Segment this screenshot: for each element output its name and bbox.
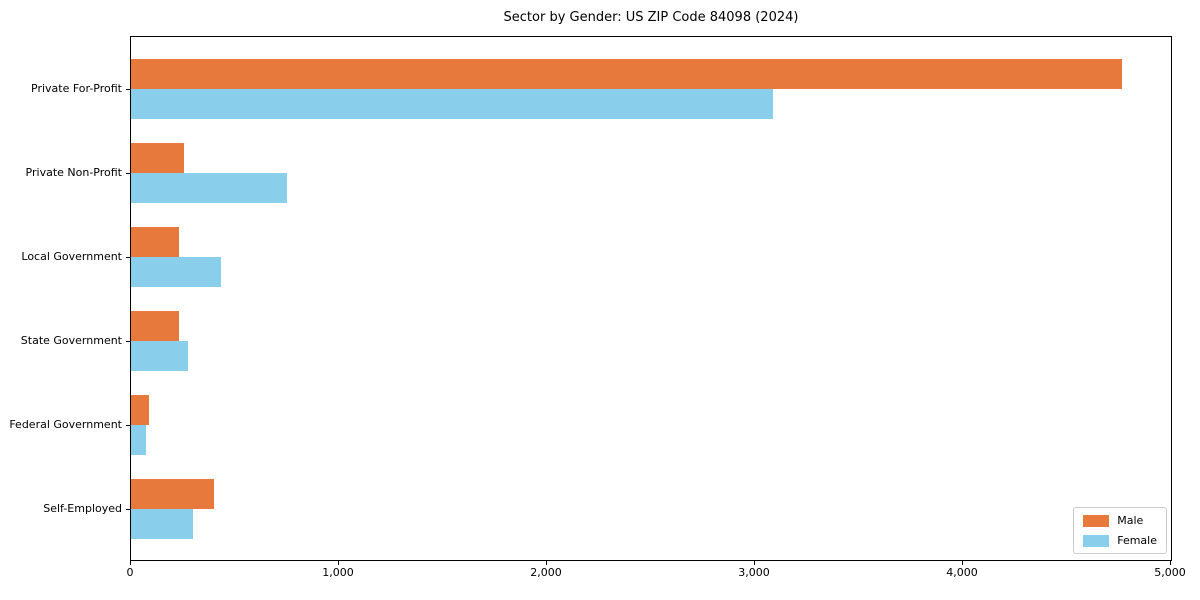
y-tick-label: Self-Employed xyxy=(43,501,122,515)
legend-item-female: Female xyxy=(1083,534,1157,547)
bar-male-local-government xyxy=(131,226,180,257)
y-tick-label: Federal Government xyxy=(9,417,122,431)
x-tick-label: 3,000 xyxy=(738,566,770,579)
x-tick-label: 5,000 xyxy=(1154,566,1186,579)
x-tick-label: 4,000 xyxy=(946,566,978,579)
bar-male-private-for-profit xyxy=(131,59,1122,89)
bar-female-federal-government xyxy=(131,424,146,455)
x-tick-label: 0 xyxy=(126,566,134,579)
bar-female-local-government xyxy=(131,256,221,287)
x-tick-mark xyxy=(1170,561,1171,565)
x-tick-mark xyxy=(338,561,339,565)
y-tick-mark xyxy=(126,424,130,426)
y-tick-mark xyxy=(126,508,130,510)
legend-label-male: Male xyxy=(1117,514,1144,527)
bar-male-private-non-profit xyxy=(131,142,184,173)
y-tick-mark xyxy=(126,172,130,174)
x-tick-mark xyxy=(754,561,755,565)
y-tick-label: Local Government xyxy=(21,249,122,263)
bar-male-federal-government xyxy=(131,394,150,425)
plot-area: Male Female xyxy=(130,36,1172,561)
x-tick-mark xyxy=(962,561,963,565)
legend-label-female: Female xyxy=(1117,534,1157,547)
legend-item-male: Male xyxy=(1083,514,1157,527)
legend-swatch-female xyxy=(1083,534,1110,547)
y-tick-label: Private Non-Profit xyxy=(25,165,122,179)
y-tick-mark xyxy=(126,256,130,258)
y-tick-label: State Government xyxy=(20,333,122,347)
y-tick-mark xyxy=(126,89,130,90)
x-tick-label: 1,000 xyxy=(322,566,354,579)
y-tick-mark xyxy=(126,340,130,342)
bar-female-private-for-profit xyxy=(131,89,774,119)
legend-swatch-male xyxy=(1083,514,1110,527)
x-tick-mark xyxy=(130,561,131,565)
x-tick-label: 2,000 xyxy=(530,566,562,579)
bar-male-state-government xyxy=(131,310,179,341)
bar-female-private-non-profit xyxy=(131,172,287,203)
legend: Male Female xyxy=(1073,507,1167,554)
bar-male-self-employed xyxy=(131,478,214,509)
x-tick-mark xyxy=(546,561,547,565)
bar-female-self-employed xyxy=(131,508,193,539)
chart-title: Sector by Gender: US ZIP Code 84098 (202… xyxy=(503,10,799,25)
bar-female-state-government xyxy=(131,340,188,371)
y-tick-label: Private For-Profit xyxy=(31,82,122,95)
